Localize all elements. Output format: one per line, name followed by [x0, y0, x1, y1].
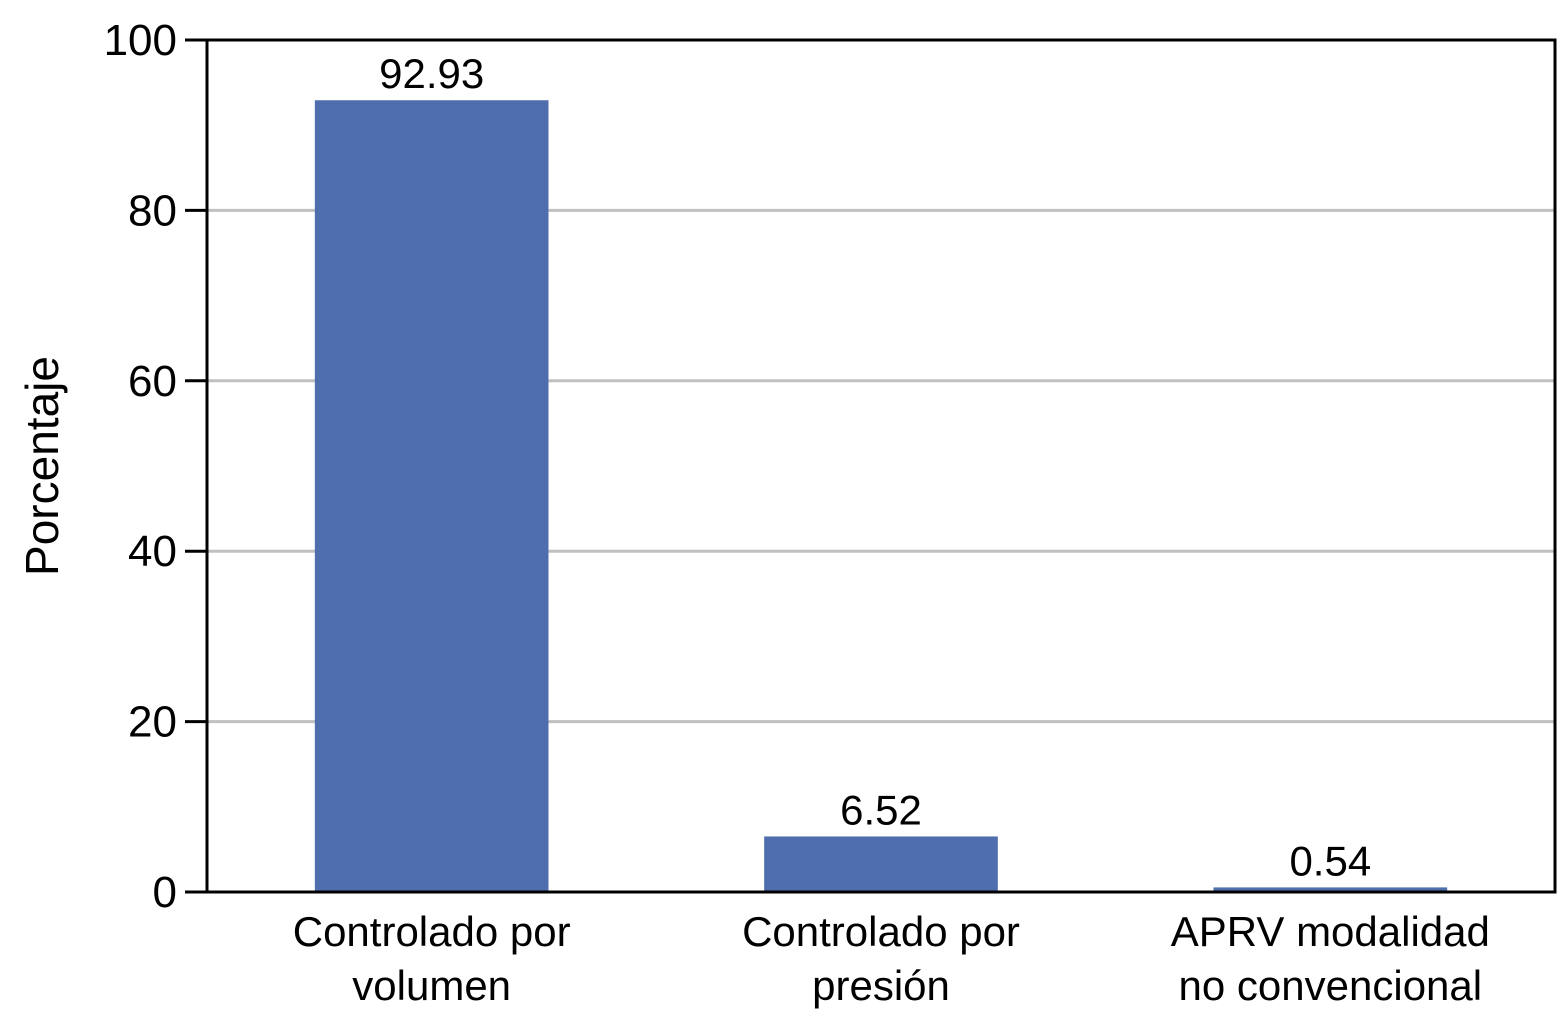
x-axis-category-labels: Controlado por volumen Controlado por presi… [293, 908, 1490, 1009]
y-tick-label: 20 [128, 698, 177, 747]
bar [1213, 887, 1448, 892]
y-tick-label: 40 [128, 527, 177, 576]
data-label: 6.52 [840, 786, 922, 833]
bar [764, 836, 998, 892]
data-labels: 92.93 6.52 0.54 [379, 50, 1371, 884]
y-tick-label: 80 [128, 186, 177, 235]
data-label: 0.54 [1289, 837, 1371, 884]
category-label: APRV modalidad [1171, 908, 1490, 955]
bar [314, 100, 549, 893]
category-label: Controlado por [293, 908, 571, 955]
axes [205, 38, 1557, 894]
category-label: no convencional [1179, 962, 1483, 1009]
category-label: presión [812, 962, 950, 1009]
y-axis-ticks: 0 20 40 60 80 100 [104, 16, 207, 917]
category-label: volumen [352, 962, 511, 1009]
data-label: 92.93 [379, 50, 484, 97]
y-tick-label: 100 [104, 16, 177, 65]
category-label: Controlado por [742, 908, 1020, 955]
y-axis-title: Porcentaje [16, 356, 68, 576]
y-tick-label: 0 [153, 868, 177, 917]
y-tick-label: 60 [128, 357, 177, 406]
plot-frame [205, 38, 1557, 894]
bars [314, 100, 1448, 893]
